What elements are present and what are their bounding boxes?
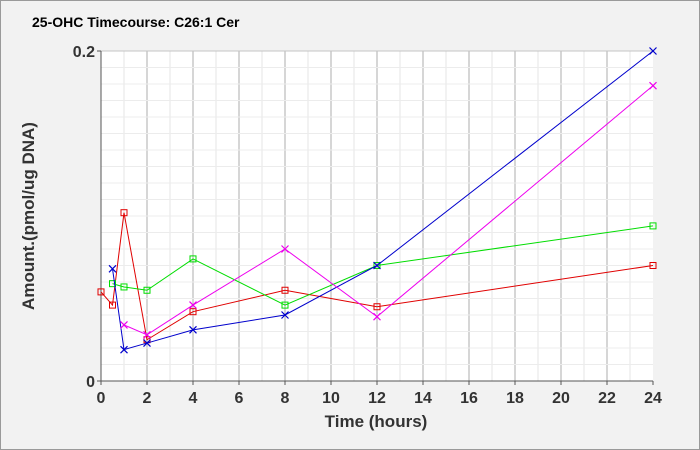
data-point-stroke	[120, 345, 128, 354]
x-tick-label: 4	[189, 390, 198, 407]
data-point	[189, 255, 197, 263]
data-point	[189, 308, 197, 316]
data-point	[109, 301, 116, 309]
data-point-stroke	[143, 339, 151, 347]
data-point-stroke	[649, 81, 657, 90]
data-point-stroke	[189, 301, 197, 310]
data-point	[143, 330, 151, 339]
data-point	[109, 280, 116, 288]
data-point-stroke	[373, 312, 381, 321]
data-point	[143, 339, 151, 347]
data-point	[189, 301, 197, 310]
data-point	[281, 245, 289, 253]
data-point	[281, 311, 289, 319]
x-tick-label: 16	[460, 390, 478, 407]
x-tick-label: 6	[235, 390, 244, 407]
x-tick-label: 18	[506, 390, 524, 407]
data-point-stroke	[281, 245, 289, 253]
x-tick-label: 22	[598, 390, 616, 407]
series-3	[108, 47, 657, 354]
data-point	[373, 303, 381, 311]
x-tick-label: 2	[143, 390, 152, 407]
data-point	[120, 320, 128, 329]
data-point	[143, 286, 151, 294]
data-point	[281, 301, 289, 309]
grid-lines	[101, 50, 653, 381]
data-point	[281, 286, 289, 294]
x-tick-label: 24	[644, 390, 662, 407]
data-point-stroke	[189, 325, 197, 334]
data-point-stroke	[143, 330, 151, 339]
data-point-stroke	[281, 311, 289, 319]
data-point-stroke	[373, 261, 381, 270]
data-point	[97, 288, 105, 296]
data-point	[120, 283, 128, 291]
x-tick-label: 10	[322, 390, 340, 407]
x-axis-label: Time (hours)	[325, 412, 428, 431]
x-tick-label: 8	[281, 390, 290, 407]
data-point	[649, 262, 657, 269]
data-point-stroke	[120, 320, 128, 329]
data-point	[649, 222, 657, 230]
data-point	[373, 312, 381, 321]
data-point	[189, 325, 197, 334]
data-point	[108, 264, 117, 273]
y-axis-label: Amount.(pmol/ug DNA)	[19, 122, 38, 310]
series-1	[97, 209, 657, 344]
data-point	[373, 261, 381, 270]
data-point	[649, 81, 657, 90]
series-line	[100, 212, 654, 341]
data-point	[649, 47, 657, 55]
chart-title: 25-OHC Timecourse: C26:1 Cer	[32, 14, 240, 30]
data-point	[373, 262, 381, 269]
data-point-stroke	[108, 264, 117, 273]
data-point-stroke	[649, 47, 657, 55]
x-tick-label: 12	[368, 390, 386, 407]
y-tick-label: 0	[86, 374, 95, 391]
series-layer	[97, 47, 657, 354]
x-tick-label: 20	[552, 390, 570, 407]
x-tick-label: 0	[97, 390, 106, 407]
data-point	[120, 209, 128, 217]
series-4	[120, 81, 657, 339]
series-line	[123, 85, 654, 336]
y-tick-label: 0.2	[73, 44, 95, 61]
x-tick-label: 14	[414, 390, 432, 407]
data-point	[120, 345, 128, 354]
